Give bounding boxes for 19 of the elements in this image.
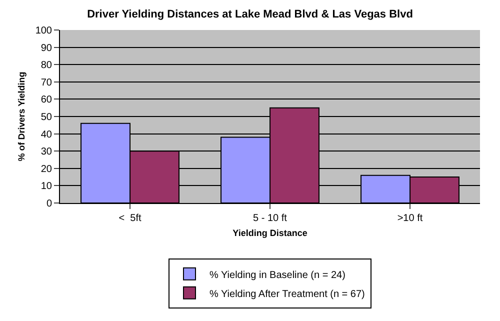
y-tick-label: 30 — [40, 146, 52, 158]
y-tick-label: 70 — [40, 77, 52, 88]
chart-title: Driver Yielding Distances at Lake Mead Blvd & Las Vegas Blvd — [87, 8, 413, 20]
y-tick-label: 50 — [40, 112, 52, 123]
x-axis-title: Yielding Distance — [232, 228, 308, 238]
y-tick-label: 20 — [40, 164, 52, 175]
legend-label: % Yielding in Baseline (n = 24) — [210, 270, 346, 281]
y-tick-label: 0 — [46, 198, 52, 210]
x-tick-label: < 5ft — [118, 213, 142, 224]
y-tick-label: 10 — [40, 181, 52, 192]
y-axis-title: % of Drivers Yielding — [16, 72, 27, 162]
y-tick-label: 90 — [40, 42, 52, 54]
x-tick-label: >10 ft — [397, 213, 423, 224]
y-tick-label: 60 — [40, 94, 52, 106]
legend-label: % Yielding After Treatment (n = 67) — [210, 288, 365, 300]
y-tick-label: 80 — [40, 60, 52, 72]
x-tick-label: 5 - 10 ft — [253, 213, 288, 224]
y-tick-label: 40 — [40, 129, 52, 140]
y-tick-label: 100 — [35, 26, 52, 36]
